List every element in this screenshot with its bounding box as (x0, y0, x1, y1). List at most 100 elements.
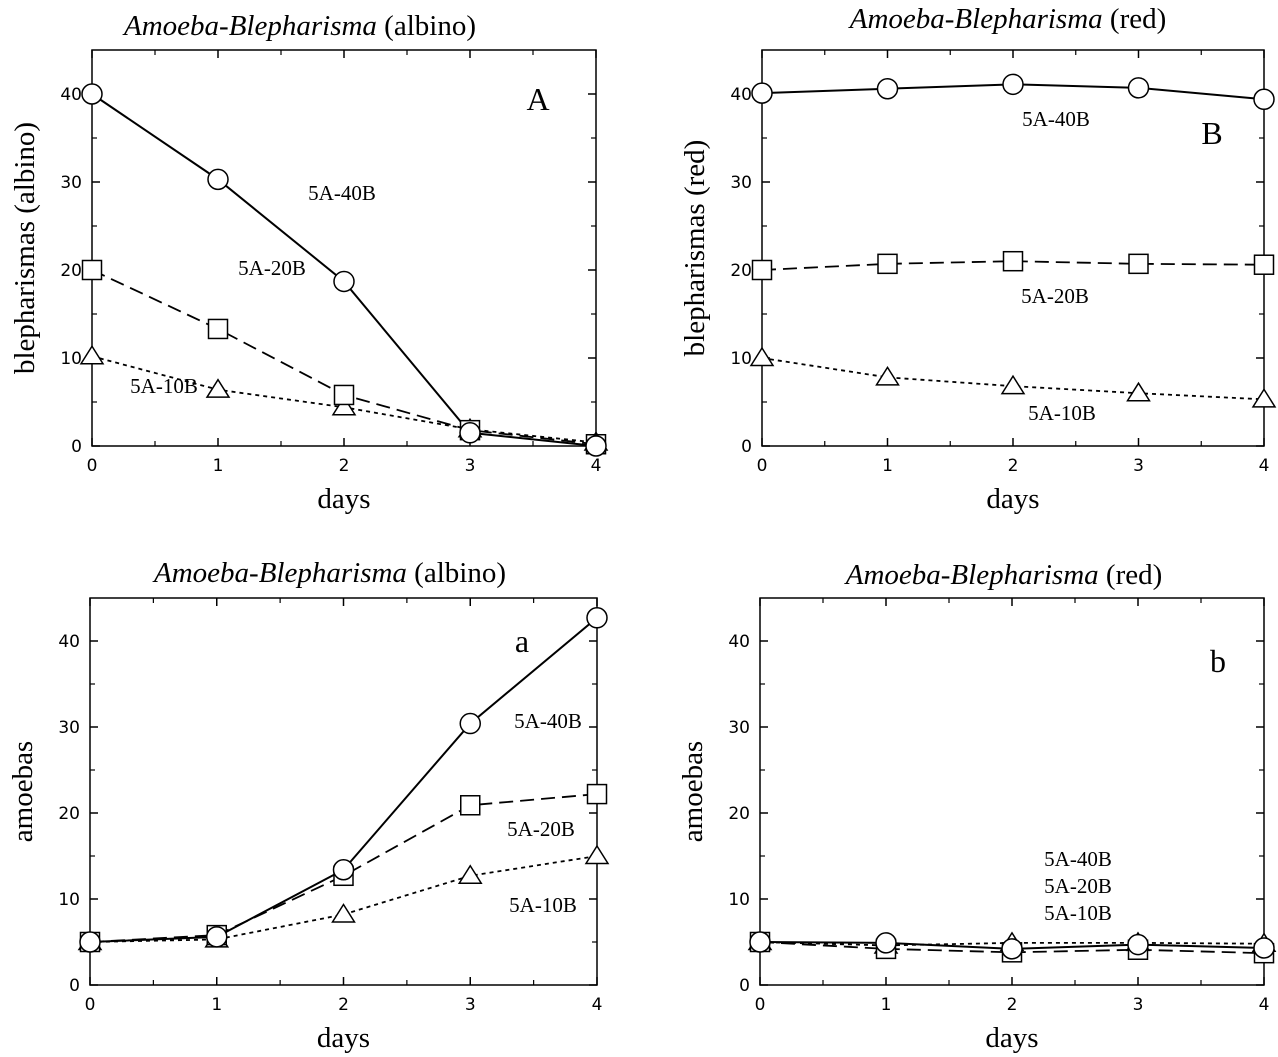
x-axis-label: days (986, 483, 1039, 515)
panel-b: 0 1 2 3 4010203040daysamoebasAmoeba-Blephari… (677, 559, 1277, 1054)
panel-title-rest: (albino) (407, 557, 506, 589)
y-tick-label: 0 (741, 437, 752, 457)
series-label: 5A-10B (1044, 901, 1112, 925)
x-tick-label: 2 (1008, 456, 1019, 476)
x-tick-label: 4 (592, 995, 603, 1015)
data-point-triangle (1251, 387, 1277, 408)
data-point-circle (332, 859, 355, 881)
y-tick-label: 0 (69, 976, 80, 996)
x-tick-label: 3 (465, 995, 476, 1015)
panel-letter: B (1201, 115, 1222, 151)
data-point-circle (586, 607, 608, 629)
data-point-circle (79, 931, 101, 953)
x-tick-label: 4 (1259, 995, 1270, 1015)
y-tick-label: 0 (739, 976, 750, 996)
plot-frame (759, 597, 1265, 986)
data-point-square (1128, 253, 1149, 275)
x-tick-label: 0 (87, 456, 98, 476)
x-tick-label: 1 (211, 995, 222, 1015)
data-point-circle (876, 77, 899, 100)
panel-title-rest: (red) (1099, 559, 1163, 591)
series-label: 5A-20B (1021, 284, 1089, 308)
data-point-circle (333, 270, 355, 293)
series-label: 5A-40B (514, 709, 582, 733)
y-tick-label: 30 (728, 718, 750, 738)
data-point-square (1253, 254, 1275, 275)
panel-title-italic: Amoeba-Blepharisma (122, 10, 377, 42)
x-tick-label: 1 (882, 456, 893, 476)
data-point-circle (81, 83, 103, 105)
y-tick-label: 30 (730, 173, 752, 193)
panel-letter: A (526, 81, 549, 117)
series-label: 5A-20B (507, 817, 575, 841)
panel-title-italic: Amoeba-Blepharisma (152, 557, 407, 589)
series-label: 5A-20B (238, 256, 306, 280)
data-point-triangle (331, 903, 356, 923)
x-tick-label: 2 (338, 995, 349, 1015)
y-tick-label: 30 (60, 173, 82, 193)
x-tick-label: 0 (85, 995, 96, 1015)
x-tick-label: 0 (755, 995, 766, 1015)
y-tick-label: 20 (728, 804, 750, 824)
panel-letter: b (1210, 643, 1226, 679)
data-point-circle (206, 926, 228, 948)
y-tick-label: 20 (58, 804, 80, 824)
data-point-circle (875, 932, 897, 954)
y-axis-label: blepharismas (red) (679, 140, 711, 357)
x-tick-label: 4 (1259, 456, 1270, 476)
data-point-square (460, 795, 481, 816)
x-axis-label: days (985, 1022, 1038, 1054)
y-tick-label: 40 (60, 85, 82, 105)
data-point-square (1002, 250, 1024, 272)
x-axis-label: days (317, 1022, 370, 1054)
x-tick-label: 3 (1133, 456, 1144, 476)
data-point-circle (1253, 937, 1275, 959)
y-axis-label: amoebas (677, 741, 709, 842)
x-tick-label: 1 (881, 995, 892, 1015)
y-tick-label: 40 (730, 85, 752, 105)
data-point-circle (1127, 933, 1149, 956)
series-label: 5A-40B (308, 181, 376, 205)
panel-title-italic: Amoeba-Blepharisma (844, 559, 1099, 591)
data-point-triangle (749, 346, 775, 367)
panel-title: Amoeba-Blepharisma (red) (848, 3, 1167, 35)
data-point-square (586, 783, 608, 805)
x-tick-label: 4 (591, 456, 602, 476)
data-point-circle (749, 931, 771, 953)
y-tick-label: 40 (58, 632, 80, 652)
data-point-circle (459, 422, 481, 444)
y-tick-label: 10 (730, 349, 752, 369)
x-tick-label: 0 (757, 456, 768, 476)
data-point-square (81, 259, 103, 281)
series-label: 5A-10B (130, 374, 198, 398)
y-axis-label: amoebas (7, 741, 39, 842)
data-point-square (751, 259, 773, 281)
panel-letter: a (515, 623, 529, 659)
panel-title: Amoeba-Blepharisma (red) (844, 559, 1163, 591)
data-point-circle (1002, 73, 1024, 96)
series-label: 5A-10B (1028, 401, 1096, 425)
x-axis-label: days (317, 483, 370, 515)
series-line-5A-20B (89, 793, 598, 943)
data-point-circle (751, 82, 773, 104)
y-tick-label: 20 (730, 261, 752, 281)
data-point-square (877, 253, 898, 275)
y-axis-label: blepharismas (albino) (9, 122, 41, 374)
data-point-circle (1127, 77, 1150, 99)
panel-title: Amoeba-Blepharisma (albino) (122, 10, 476, 42)
y-tick-label: 0 (71, 437, 82, 457)
panel-title-rest: (albino) (377, 10, 476, 42)
x-tick-label: 1 (213, 456, 224, 476)
data-point-square (333, 384, 355, 406)
data-point-triangle (875, 365, 900, 386)
y-tick-label: 10 (60, 349, 82, 369)
panel-title: Amoeba-Blepharisma (albino) (152, 557, 506, 589)
data-point-circle (1253, 88, 1275, 111)
data-point-triangle (79, 344, 105, 365)
data-point-triangle (584, 844, 610, 865)
panel-title-italic: Amoeba-Blepharisma (848, 3, 1103, 35)
x-tick-label: 3 (1133, 995, 1144, 1015)
